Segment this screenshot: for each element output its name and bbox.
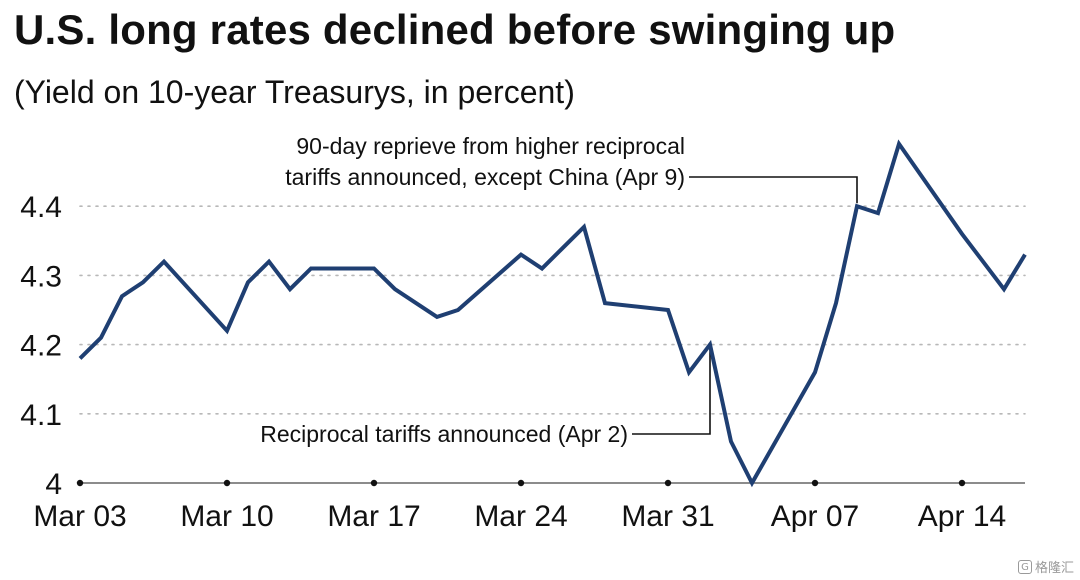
y-tick-label-2: 4.2 (20, 330, 62, 363)
gridlines (79, 205, 1026, 415)
chart-subtitle: (Yield on 10-year Treasurys, in percent) (14, 74, 575, 110)
y-tick-label-3: 4.3 (20, 260, 62, 293)
x-tick-mark-5 (811, 479, 819, 487)
x-tick-labels: Mar 03 Mar 10 Mar 17 Mar 24 Mar 31 Apr 07 Apr … (33, 500, 1006, 533)
y-tick-label-0: 4 (45, 468, 62, 501)
annotation-leader-0 (632, 346, 711, 435)
y-axis: 4 4.1 4.2 4.3 4.4 (20, 191, 62, 501)
chart-title: U.S. long rates declined before swinging… (14, 6, 896, 53)
annotation-label-1-line-1: 90-day reprieve from higher reciprocal (296, 133, 685, 159)
annotation-leader-1 (689, 176, 858, 204)
watermark-logo-icon: G (1017, 559, 1032, 574)
x-tick-label-5: Apr 07 (771, 500, 859, 533)
series-line-0 (78, 139, 1027, 488)
series-layer (78, 139, 1027, 488)
y-tick-label-1: 4.1 (20, 399, 62, 432)
x-tick-label-6: Apr 14 (918, 500, 1006, 533)
x-tick-mark-6 (958, 479, 966, 487)
y-tick-label-4: 4.4 (20, 191, 62, 224)
annotation-label-1-line-2: tariffs announced, except China (Apr 9) (285, 164, 685, 190)
x-tick-mark-0 (76, 479, 84, 487)
x-tick-mark-1 (223, 479, 231, 487)
annotation-label-0: Reciprocal tariffs announced (Apr 2) (260, 421, 628, 447)
x-tick-label-0: Mar 03 (33, 500, 126, 533)
watermark: G 格隆汇 (1017, 557, 1074, 576)
watermark-text: 格隆汇 (1034, 561, 1074, 576)
x-tick-mark-4 (664, 479, 672, 487)
x-axis (76, 479, 1025, 487)
annotations: Reciprocal tariffs announced (Apr 2) 90-d… (260, 133, 858, 447)
x-tick-mark-2 (370, 479, 378, 487)
x-tick-label-1: Mar 10 (180, 500, 273, 533)
x-tick-label-3: Mar 24 (474, 500, 567, 533)
x-tick-label-4: Mar 31 (621, 500, 714, 533)
x-tick-label-2: Mar 17 (327, 500, 420, 533)
x-tick-mark-3 (517, 479, 525, 487)
